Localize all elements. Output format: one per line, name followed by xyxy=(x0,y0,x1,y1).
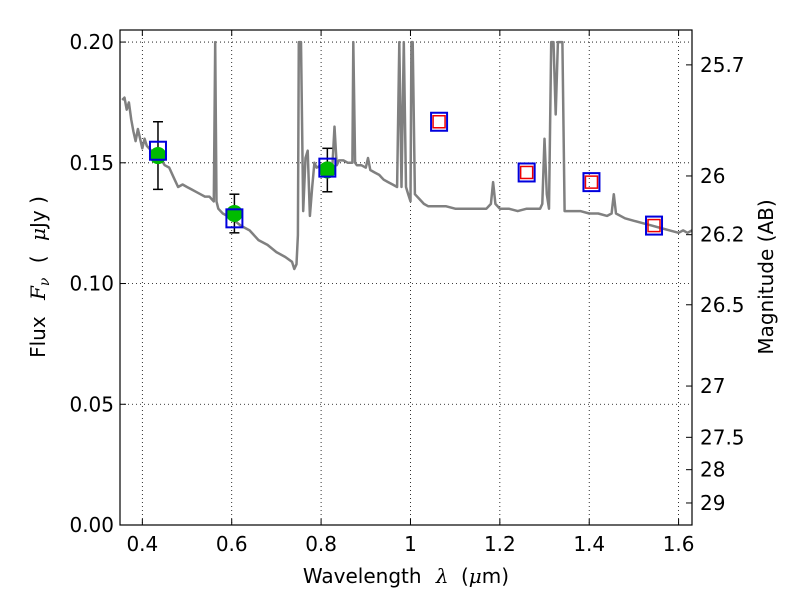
magnitude-tick-label: 26.2 xyxy=(700,223,745,247)
magnitude-axis: 25.7 26 26.2 26.5 27 27.5 28 29 xyxy=(686,53,745,515)
model-photometry-point xyxy=(148,140,167,161)
plot-frame xyxy=(119,29,693,526)
y-axis-label-text: Flux xyxy=(26,316,50,358)
x-tick-label: 1.2 xyxy=(484,532,516,556)
magnitude-axis-label: Magnitude (AB) xyxy=(754,199,778,354)
y-axis-F: F xyxy=(26,285,50,301)
y-tick-label: 0.20 xyxy=(69,30,114,54)
magnitude-tick-label: 27.5 xyxy=(700,425,745,449)
x-tick-label: 1 xyxy=(404,532,417,556)
plot-area xyxy=(121,40,692,271)
y-axis-unit-open: ( xyxy=(26,255,50,263)
model-spectrum-line xyxy=(121,40,692,271)
magnitude-tick-label: 28 xyxy=(700,458,725,482)
x-tick-label: 0.6 xyxy=(216,532,248,556)
model-photometry-point xyxy=(318,157,337,178)
magnitude-tick-label: 26 xyxy=(700,164,725,188)
magnitude-tick-label: 29 xyxy=(700,491,725,515)
magnitude-tick-label: 26.5 xyxy=(700,293,745,317)
predicted-point xyxy=(584,175,599,189)
y-axis-nu: ν xyxy=(37,277,53,286)
y-axis-unit-rest: Jy ) xyxy=(26,196,50,230)
model-photometry-point xyxy=(225,208,244,229)
y-tick-label: 0.15 xyxy=(69,151,114,175)
y-tick-label: 0.10 xyxy=(69,272,114,296)
predicted-point xyxy=(647,218,661,233)
predicted-point xyxy=(432,115,446,129)
x-tick-label: 0.8 xyxy=(305,532,337,556)
y-tick-label: 0.00 xyxy=(69,513,114,537)
x-axis-lambda: λ xyxy=(435,564,449,588)
x-axis-unit-rest: m) xyxy=(482,564,509,588)
observed-point xyxy=(225,205,243,223)
magnitude-tick-label: 27 xyxy=(700,374,725,398)
x-axis-unit-open: ( xyxy=(461,564,469,588)
magnitude-tick-label: 25.7 xyxy=(700,53,745,77)
model-photometry-point xyxy=(517,162,536,183)
x-axis: 0.4 0.6 0.8 1 1.2 1.4 1.6 xyxy=(126,30,695,556)
x-tick-label: 0.4 xyxy=(126,532,158,556)
predicted-point xyxy=(519,165,534,180)
model-photometry-point xyxy=(430,111,449,132)
x-axis-label-text: Wavelength xyxy=(303,564,422,588)
model-photometry-point xyxy=(582,172,601,193)
x-tick-label: 1.6 xyxy=(663,532,695,556)
grid-lines xyxy=(120,30,692,525)
x-axis-unit-mu: μ xyxy=(469,564,482,588)
y-tick-label: 0.05 xyxy=(69,392,114,416)
y-axis: 0.00 0.05 0.10 0.15 0.20 xyxy=(69,30,126,537)
y-axis-unit-mu: μ xyxy=(26,228,50,241)
x-axis-label: Wavelength λ (μm) xyxy=(303,564,509,588)
observed-point xyxy=(149,147,167,165)
y-axis-label: Flux Fν ( μJy ) xyxy=(26,196,54,358)
model-photometry-point xyxy=(645,215,664,236)
x-tick-label: 1.4 xyxy=(573,532,605,556)
